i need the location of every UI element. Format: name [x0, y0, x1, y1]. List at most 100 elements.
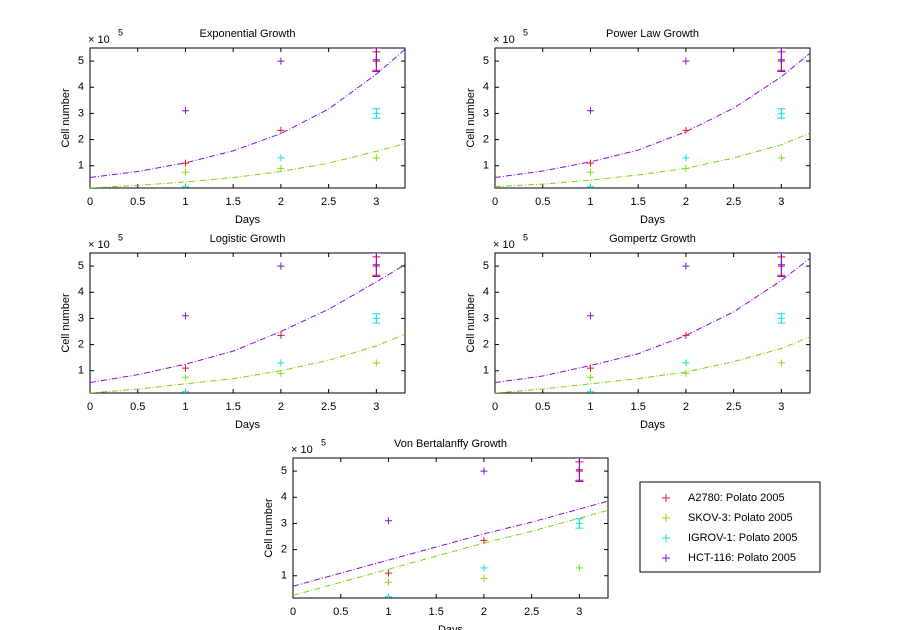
data-point: [682, 164, 690, 172]
data-point: [277, 331, 285, 339]
data-point: [586, 388, 594, 393]
data-point: [682, 57, 690, 65]
y-axis-label: Cell number: [465, 88, 477, 148]
axes: 0 0.5 1 1.5 2 2.5 3 1 2 3 4 5 Von Bertalanffy Growth…: [263, 437, 609, 630]
x-tick-label: 2: [683, 401, 689, 413]
fit-line: [495, 336, 810, 393]
plot-area: [90, 253, 405, 393]
y-tick-label: 3: [483, 312, 489, 324]
axes-frame: [494, 252, 811, 394]
data-point: [277, 262, 285, 270]
y-tick-label: 1: [78, 160, 84, 172]
axes-frame: [494, 47, 811, 189]
data-point: [181, 388, 189, 393]
x-tick-label: 2: [278, 196, 284, 208]
data-point: [480, 564, 488, 572]
y-scale-label: × 10: [88, 239, 110, 251]
legend: A2780: Polato 2005 SKOV-3: Polato 2005 IGR…: [639, 481, 821, 573]
y-scale-label: × 10: [493, 239, 515, 251]
plot-area: [90, 48, 405, 188]
fit-line: [90, 264, 405, 384]
data-point: [384, 593, 392, 598]
fit-line: [90, 333, 405, 393]
data-point: [181, 107, 189, 115]
x-tick-label: 2: [278, 401, 284, 413]
x-tick-label: 3: [778, 401, 784, 413]
chart-title: Gompertz Growth: [609, 233, 696, 245]
x-tick-label: 0.5: [535, 196, 550, 208]
legend-marker: [662, 534, 670, 542]
x-tick-label: 2.5: [321, 401, 336, 413]
data-point: [181, 168, 189, 176]
fit-line: [495, 132, 810, 188]
data-point: [277, 126, 285, 134]
fit-line: [293, 509, 608, 596]
fit-line: [495, 52, 810, 179]
y-scale-exponent: 5: [118, 27, 123, 37]
legend-marker: [662, 554, 670, 562]
data-point: [586, 159, 594, 167]
error-bar: [777, 313, 786, 324]
x-tick-label: 3: [373, 401, 379, 413]
x-tick-label: 1: [385, 606, 391, 618]
y-tick-label: 2: [483, 133, 489, 145]
y-tick-label: 2: [78, 338, 84, 350]
y-tick-label: 1: [281, 570, 287, 582]
y-axis-label: Cell number: [263, 498, 275, 558]
data-point: [372, 154, 380, 162]
y-tick-label: 2: [483, 338, 489, 350]
legend-label: IGROV-1: Polato 2005: [688, 532, 797, 544]
chart-title: Von Bertalanffy Growth: [394, 438, 507, 450]
y-tick-label: 4: [281, 491, 287, 503]
data-point: [277, 359, 285, 367]
data-point: [682, 331, 690, 339]
x-tick-label: 0: [87, 196, 93, 208]
axes-frame: [292, 457, 609, 599]
fit-line: [495, 257, 810, 384]
x-tick-label: 2: [481, 606, 487, 618]
x-axis-label: Days: [640, 214, 666, 226]
x-tick-label: 2: [683, 196, 689, 208]
data-point: [480, 536, 488, 544]
data-point: [480, 574, 488, 582]
x-tick-label: 1.5: [226, 196, 241, 208]
y-tick-label: 5: [78, 260, 84, 272]
data-point: [480, 467, 488, 475]
y-tick-label: 3: [78, 107, 84, 119]
y-scale-exponent: 5: [523, 232, 528, 242]
x-tick-label: 1: [182, 401, 188, 413]
y-tick-label: 5: [483, 55, 489, 67]
data-point: [682, 126, 690, 134]
chart-title: Power Law Growth: [606, 28, 699, 40]
error-bar: [372, 48, 381, 73]
y-axis-label: Cell number: [465, 293, 477, 353]
data-point: [181, 159, 189, 167]
x-tick-label: 3: [373, 196, 379, 208]
legend-box: [639, 481, 821, 573]
error-bar: [575, 458, 584, 483]
legend-label: SKOV-3: Polato 2005: [688, 512, 793, 524]
data-point: [372, 359, 380, 367]
axes-frame: [89, 47, 406, 189]
data-point: [682, 359, 690, 367]
data-point: [181, 183, 189, 188]
x-tick-label: 0.5: [535, 401, 550, 413]
y-axis-label: Cell number: [60, 293, 72, 353]
data-point: [181, 364, 189, 372]
x-tick-label: 2.5: [524, 606, 539, 618]
x-tick-label: 1.5: [631, 401, 646, 413]
chart-title: Logistic Growth: [210, 233, 286, 245]
x-tick-label: 0.5: [130, 196, 145, 208]
data-point: [575, 564, 583, 572]
data-point: [682, 154, 690, 162]
data-point: [277, 57, 285, 65]
data-point: [586, 373, 594, 381]
data-point: [777, 359, 785, 367]
x-tick-label: 0: [492, 196, 498, 208]
x-tick-label: 0.5: [333, 606, 348, 618]
plot-area: [293, 458, 608, 598]
x-tick-label: 1: [182, 196, 188, 208]
y-scale-exponent: 5: [321, 437, 326, 447]
y-tick-label: 4: [483, 81, 489, 93]
data-point: [277, 164, 285, 172]
